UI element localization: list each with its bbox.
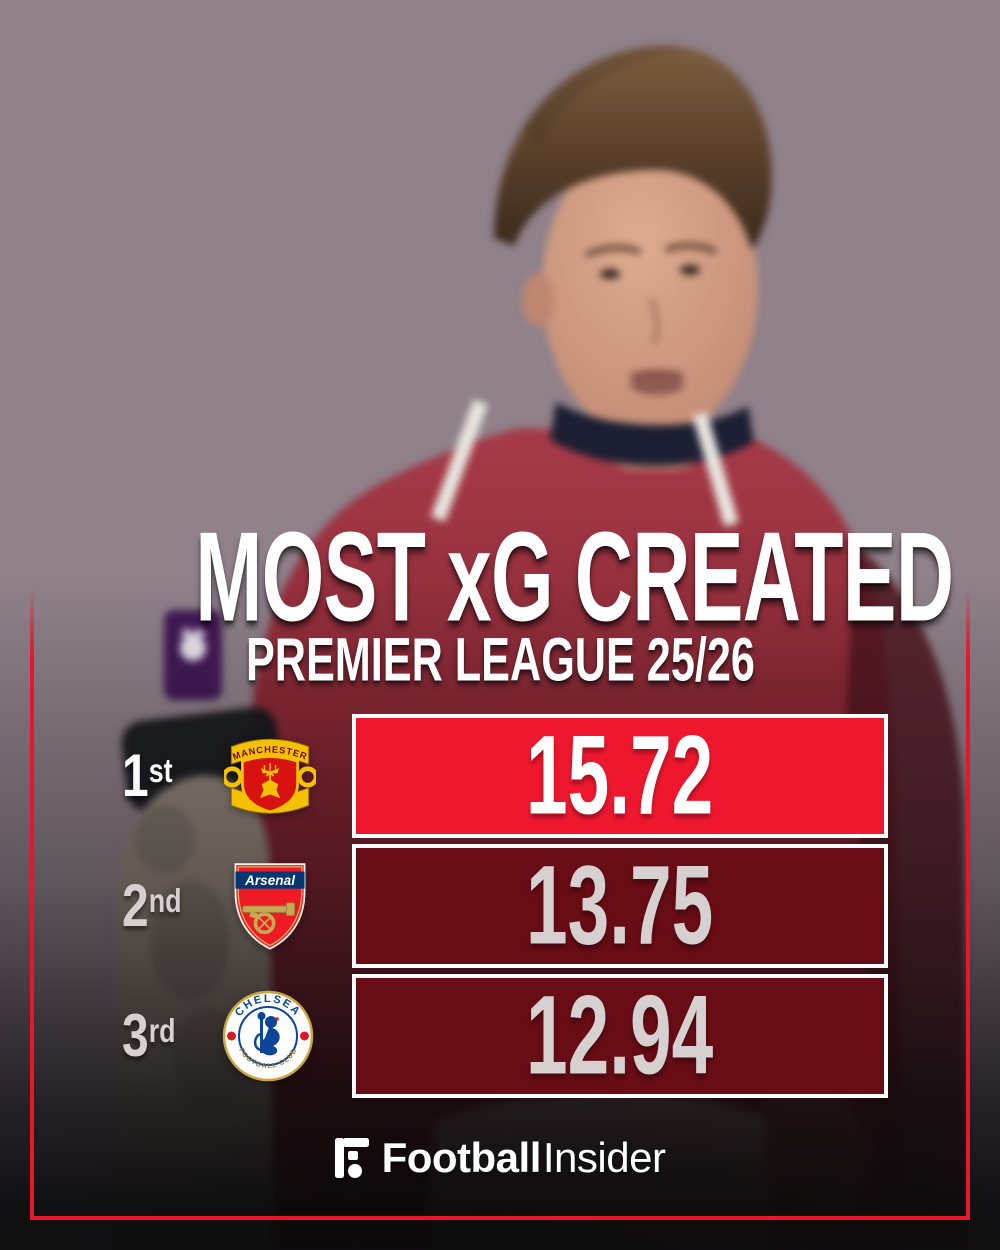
xg-value-1: 15.72 [526,712,714,839]
ranking-row-3: CHELSEA FOOTBALL CLUB 3rd 12.94 [0,974,1000,1098]
rank-label-2: 2nd [122,872,182,939]
arsenal-badge: Arsenal [224,854,316,958]
chelsea-badge: CHELSEA FOOTBALL CLUB [222,984,314,1088]
svg-text:Arsenal: Arsenal [244,873,296,888]
manchester-united-badge: MANCHESTER UNITED [224,724,316,828]
value-bar-3: 12.94 [352,974,888,1098]
rank-label-1: 1st [122,742,173,809]
footer-brand: FootballInsider [0,1130,1000,1186]
football-insider-logo-icon [334,1138,369,1178]
xg-value-3: 12.94 [526,972,714,1099]
value-bar-2: 13.75 [352,844,888,968]
ranking-row-1: 1st MANCHESTER UNITED 15.72 [0,714,1000,838]
frame-line-left [30,588,34,1220]
rank-label-3: 3rd [122,1002,176,1069]
football-insider-wordmark: FootballInsider [381,1134,666,1181]
value-bar-1: 15.72 [352,714,888,838]
page-subtitle: PREMIER LEAGUE 25/26 [245,625,755,694]
frame-line-right [966,588,970,1220]
frame-line-bottom [30,1216,970,1220]
page-title: MOST xG CREATED [195,506,954,648]
xg-value-2: 13.75 [526,842,714,969]
ranking-row-2: 2nd Arsenal 13.75 [0,844,1000,968]
